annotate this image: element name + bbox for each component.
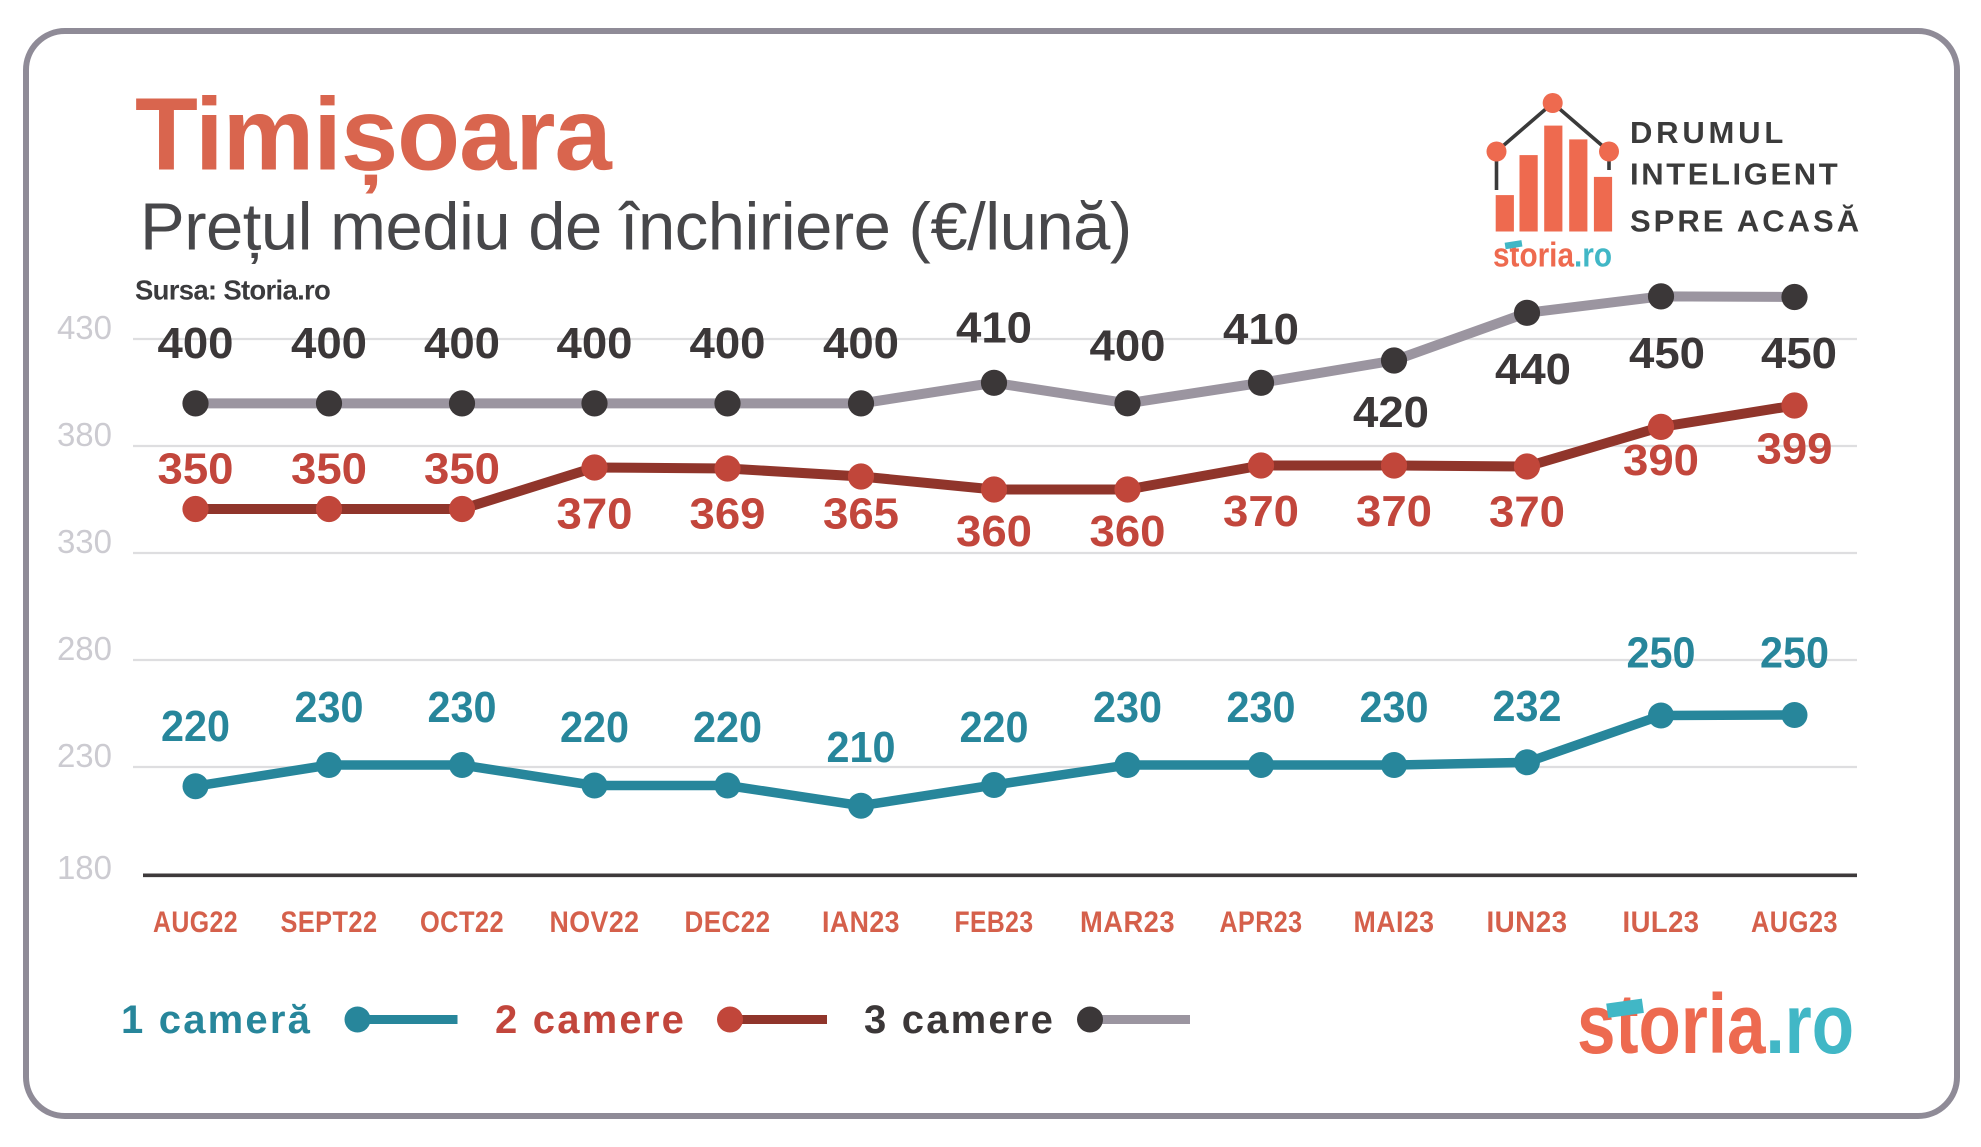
svg-text:450: 450 [1761,329,1837,378]
svg-text:DRUMUL: DRUMUL [1630,115,1787,150]
svg-text:400: 400 [424,319,500,368]
svg-text:SEPT22: SEPT22 [281,906,378,939]
svg-text:230: 230 [57,737,112,774]
svg-text:410: 410 [956,304,1032,353]
svg-text:INTELIGENT: INTELIGENT [1630,156,1840,191]
svg-text:350: 350 [424,445,500,494]
svg-text:MAI23: MAI23 [1354,906,1435,939]
svg-text:Sursa: Storia.ro: Sursa: Storia.ro [135,274,330,305]
svg-text:NOV22: NOV22 [550,906,640,939]
svg-text:OCT22: OCT22 [420,906,504,939]
svg-text:IUL23: IUL23 [1623,906,1700,939]
svg-text:440: 440 [1495,345,1571,394]
svg-text:2 camere: 2 camere [495,998,686,1042]
svg-text:400: 400 [291,319,367,368]
svg-text:380: 380 [57,416,112,453]
svg-text:220: 220 [693,703,762,752]
svg-text:AUG23: AUG23 [1751,906,1838,939]
svg-text:360: 360 [1090,507,1166,556]
svg-text:232: 232 [1493,682,1562,731]
svg-text:370: 370 [557,490,633,539]
svg-text:APR23: APR23 [1220,906,1303,939]
svg-text:DEC22: DEC22 [685,906,771,939]
svg-text:400: 400 [158,319,234,368]
svg-text:210: 210 [827,723,896,772]
svg-text:IAN23: IAN23 [822,906,900,939]
svg-text:365: 365 [823,490,899,539]
svg-text:Prețul mediu de închiriere (€/: Prețul mediu de închiriere (€/lună) [140,190,1132,265]
svg-text:250: 250 [1760,628,1829,677]
svg-text:Timișoara: Timișoara [135,76,612,193]
svg-text:AUG22: AUG22 [153,906,238,939]
svg-text:410: 410 [1223,305,1299,354]
svg-text:390: 390 [1623,436,1699,485]
svg-text:IUN23: IUN23 [1487,906,1568,939]
svg-text:400: 400 [557,319,633,368]
svg-text:220: 220 [161,702,230,751]
svg-text:280: 280 [57,630,112,667]
svg-text:400: 400 [823,319,899,368]
svg-text:369: 369 [690,490,766,539]
svg-text:370: 370 [1489,488,1565,537]
svg-text:399: 399 [1757,425,1833,474]
svg-text:350: 350 [291,445,367,494]
svg-text:330: 330 [57,523,112,560]
svg-text:250: 250 [1627,628,1696,677]
svg-text:MAR23: MAR23 [1080,906,1175,939]
svg-text:420: 420 [1353,388,1429,437]
svg-text:370: 370 [1223,487,1299,536]
svg-text:3 camere: 3 camere [864,998,1055,1042]
svg-text:1 cameră: 1 cameră [121,998,312,1042]
svg-text:FEB23: FEB23 [955,906,1034,939]
svg-text:180: 180 [57,849,112,886]
svg-text:SPRE ACASĂ: SPRE ACASĂ [1630,204,1862,239]
svg-text:storia.ro: storia.ro [1577,977,1854,1071]
svg-text:220: 220 [560,703,629,752]
svg-text:220: 220 [960,703,1029,752]
svg-text:230: 230 [1093,683,1162,732]
svg-text:230: 230 [295,683,364,732]
svg-text:230: 230 [1227,683,1296,732]
svg-text:400: 400 [1090,322,1166,371]
svg-text:400: 400 [690,319,766,368]
svg-text:230: 230 [1360,683,1429,732]
svg-text:370: 370 [1356,487,1432,536]
svg-text:230: 230 [428,683,497,732]
svg-text:430: 430 [57,309,112,346]
svg-text:450: 450 [1629,329,1705,378]
svg-text:360: 360 [956,507,1032,556]
svg-text:350: 350 [158,445,234,494]
